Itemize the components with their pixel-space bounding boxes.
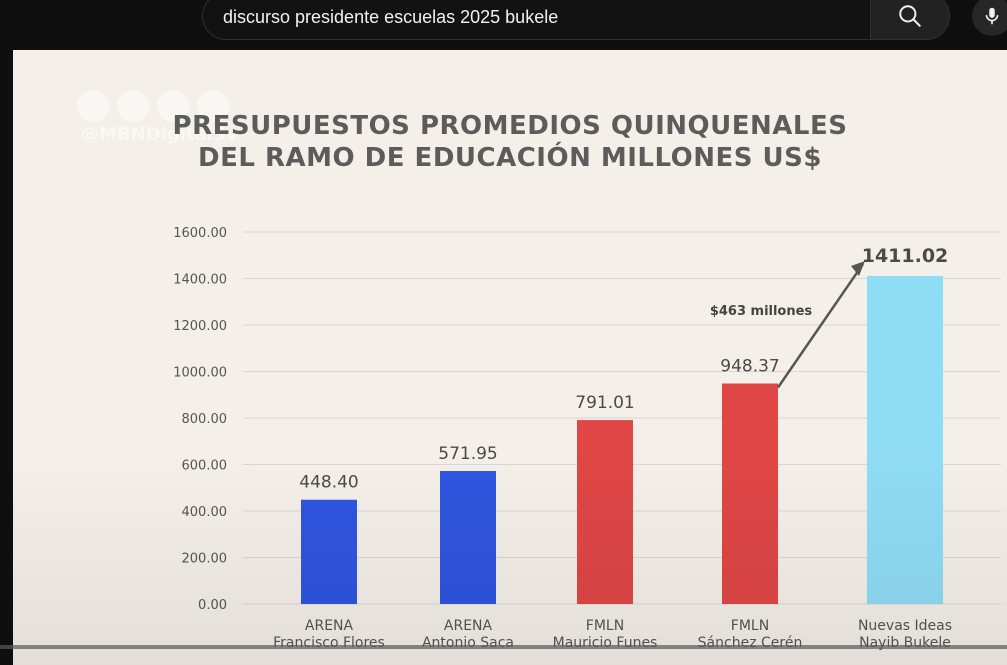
video-player[interactable]: @MBNDigitalSv PRESUPUESTOS PROMEDIOS QUI… xyxy=(13,50,1007,665)
youtube-icon xyxy=(197,90,229,122)
search-input[interactable]: discurso presidente escuelas 2025 bukele xyxy=(202,0,870,40)
search-icon xyxy=(899,5,921,27)
y-tick-label: 800.00 xyxy=(182,412,228,427)
top-bar: discurso presidente escuelas 2025 bukele xyxy=(0,0,1007,50)
data-label: 948.37 xyxy=(720,357,779,377)
video-progress-bar[interactable] xyxy=(0,645,1007,649)
facebook-icon xyxy=(157,90,189,122)
data-label: 791.01 xyxy=(575,393,634,413)
y-tick-label: 1400.00 xyxy=(173,273,227,288)
watermark-handle: @MBNDigitalSv xyxy=(81,124,238,145)
data-label: 1411.02 xyxy=(862,245,949,267)
bar xyxy=(722,383,778,604)
search-query-text: discurso presidente escuelas 2025 bukele xyxy=(223,7,559,27)
chart-subtitle: DEL RAMO DE EDUCACIÓN MILLONES US$ xyxy=(198,143,822,173)
x-tick-party: ARENA xyxy=(305,618,354,634)
annotation-arrow-line xyxy=(776,263,865,389)
y-tick-label: 600.00 xyxy=(182,459,228,474)
annotation-label: $463 millones xyxy=(710,304,813,319)
y-tick-label: 0.00 xyxy=(198,598,227,613)
channel-watermark: @MBNDigitalSv xyxy=(77,90,251,150)
x-tick-party: ARENA xyxy=(444,618,493,634)
annotation-arrowhead xyxy=(851,260,865,276)
player-edge xyxy=(0,50,13,665)
y-tick-label: 400.00 xyxy=(182,505,228,520)
x-tick-party: Nuevas Ideas xyxy=(858,618,952,634)
y-tick-label: 1600.00 xyxy=(173,226,227,241)
search-button[interactable] xyxy=(870,0,950,40)
bar xyxy=(577,420,633,604)
bar xyxy=(440,471,496,604)
voice-search-button[interactable] xyxy=(972,0,1007,36)
bar xyxy=(301,499,357,604)
data-label: 571.95 xyxy=(438,444,497,464)
bar xyxy=(867,275,943,604)
data-label: 448.40 xyxy=(299,473,358,493)
y-tick-label: 1000.00 xyxy=(173,366,227,381)
y-tick-label: 1200.00 xyxy=(173,319,227,334)
x-icon xyxy=(77,90,109,122)
mic-icon xyxy=(985,7,999,25)
x-tick-party: FMLN xyxy=(731,618,769,634)
bar-chart: 0.00 200.00 400.00 600.00 800.00 1000.00 1200.… xyxy=(173,226,1001,651)
x-tick-party: FMLN xyxy=(586,618,624,634)
y-tick-label: 200.00 xyxy=(182,552,228,567)
chart-title: PRESUPUESTOS PROMEDIOS QUINQUENALES xyxy=(172,111,848,141)
globe-icon xyxy=(117,90,149,122)
